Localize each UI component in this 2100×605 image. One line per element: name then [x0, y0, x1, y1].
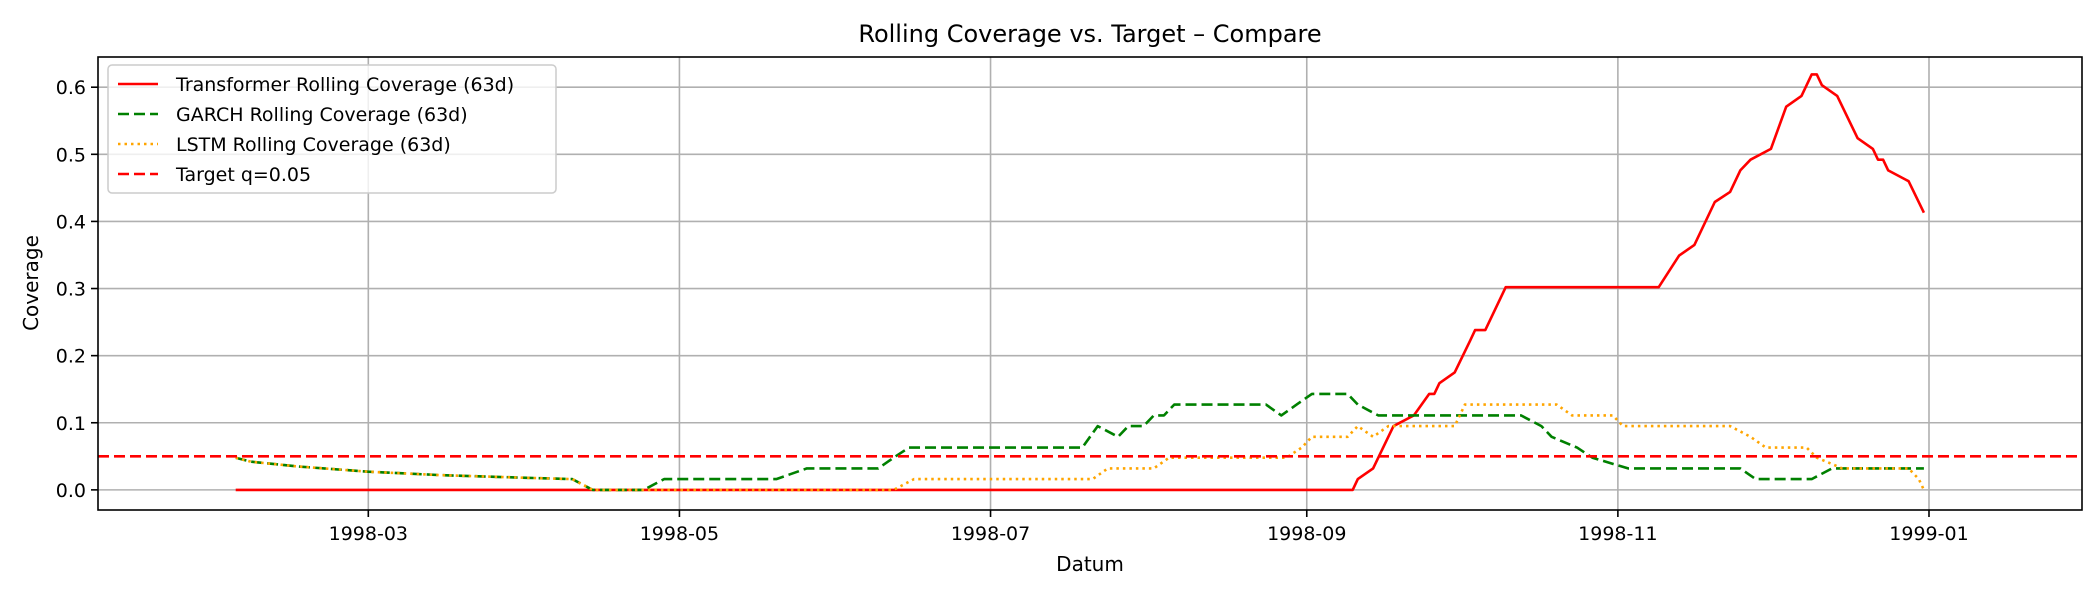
y-tick-label: 0.4 [56, 211, 86, 233]
x-tick-label: 1999-01 [1889, 523, 1968, 545]
y-tick-label: 0.0 [56, 480, 86, 502]
x-axis-label: Datum [1056, 552, 1124, 576]
series-line-0 [235, 73, 1926, 492]
y-tick-label: 0.2 [56, 346, 86, 368]
y-tick-label: 0.6 [56, 77, 86, 99]
y-tick-label: 0.3 [56, 279, 86, 301]
x-tick-label: 1998-03 [329, 523, 408, 545]
y-tick-label: 0.5 [56, 144, 86, 166]
legend-box [107, 64, 557, 194]
y-tick-label: 0.1 [56, 413, 86, 435]
legend-label: GARCH Rolling Coverage (63d) [176, 104, 468, 126]
plot-frame [97, 56, 2083, 511]
y-axis-label: Coverage [19, 235, 43, 331]
x-tick-label: 1998-09 [1267, 523, 1346, 545]
legend-entries: Transformer Rolling Coverage (63d) GARCH … [118, 74, 514, 186]
x-tick-label: 1998-05 [640, 523, 719, 545]
legend: Transformer Rolling Coverage (63d) GARCH … [107, 64, 557, 194]
chart-title: Rolling Coverage vs. Target – Compare [858, 20, 1321, 48]
legend-label: LSTM Rolling Coverage (63d) [176, 134, 451, 156]
legend-label: Target q=0.05 [175, 164, 311, 186]
x-tick-label: 1998-07 [951, 523, 1030, 545]
ticks-layer: 1998-03 1998-05 1998-07 1998-09 1998-11 1999-… [56, 77, 1969, 545]
x-tick-label: 1998-11 [1578, 523, 1657, 545]
legend-label: Transformer Rolling Coverage (63d) [175, 74, 514, 96]
series-layer [98, 73, 2082, 492]
